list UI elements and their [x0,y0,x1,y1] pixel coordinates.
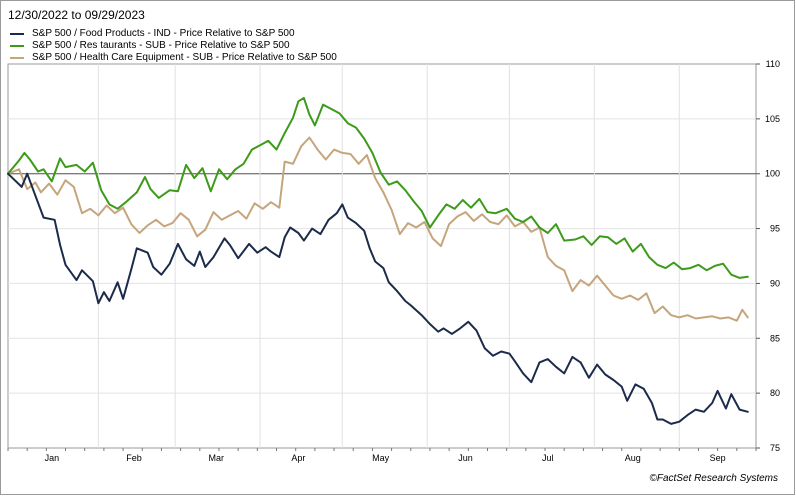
legend-item-restaurants: S&P 500 / Res taurants - SUB - Price Rel… [10,40,337,52]
y-tick-label-105: 105 [765,114,780,124]
series-line-health-care-equipment [7,136,749,322]
legend-item-food-products: S&P 500 / Food Products - IND - Price Re… [10,28,337,40]
y-tick-label-80: 80 [770,388,780,398]
x-tick-label-sep: Sep [710,453,726,463]
legend-swatch-restaurants [10,45,24,47]
legend-swatch-food-products [10,33,24,35]
legend-item-health-care-equipment: S&P 500 / Health Care Equipment - SUB - … [10,52,337,64]
legend-swatch-health-care-equipment [10,57,24,59]
x-tick-label-jul: Jul [542,453,554,463]
legend-label-restaurants: S&P 500 / Res taurants - SUB - Price Rel… [32,40,290,51]
x-tick-label-feb: Feb [126,453,142,463]
legend-label-health-care-equipment: S&P 500 / Health Care Equipment - SUB - … [32,52,337,63]
factset-credit: ©FactSet Research Systems [649,473,778,484]
x-tick-label-apr: Apr [291,453,305,463]
y-tick-label-75: 75 [770,443,780,453]
x-tick-label-may: May [372,453,390,463]
plot-border [7,63,757,449]
x-tick-label-jan: Jan [45,453,60,463]
series-line-food-products [7,172,749,425]
y-tick-label-100: 100 [765,169,780,179]
legend-label-food-products: S&P 500 / Food Products - IND - Price Re… [32,28,295,39]
y-tick-label-85: 85 [770,333,780,343]
x-tick-label-jun: Jun [458,453,473,463]
y-tick-label-90: 90 [770,278,780,288]
y-tick-label-110: 110 [766,59,780,69]
legend: S&P 500 / Food Products - IND - Price Re… [10,28,337,64]
date-range-label: 12/30/2022 to 09/29/2023 [8,8,145,22]
series-line-restaurants [7,97,749,279]
x-tick-label-mar: Mar [208,453,224,463]
y-tick-label-95: 95 [770,224,780,234]
x-tick-label-aug: Aug [625,453,641,463]
